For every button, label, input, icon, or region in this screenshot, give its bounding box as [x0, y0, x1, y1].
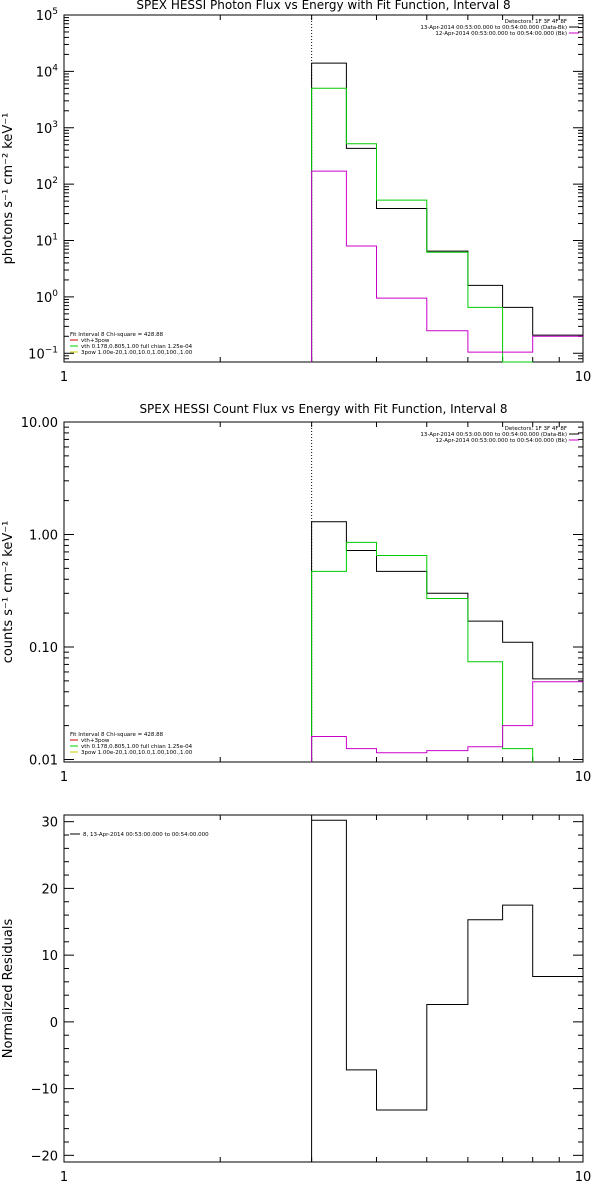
- y-tick-label: 103: [36, 120, 58, 137]
- y-tick-exponent: 1: [52, 233, 58, 243]
- y-tick-label: 100: [36, 289, 59, 306]
- series-line-2: [311, 541, 534, 762]
- y-tick-base: 10: [36, 178, 53, 193]
- panel-3: 1 10 −20 −10 0 10 20 30 Normalized Residuals 8, 1…: [1, 814, 592, 1185]
- legend-entry: 13-Apr-2014 00:53:00.000 to 00:54:00.000…: [420, 432, 567, 438]
- y-tick-label: 10: [41, 949, 58, 964]
- y-tick-label: −20: [31, 1149, 58, 1164]
- y-tick-label: 105: [36, 7, 58, 24]
- y-tick-label: 10−1: [28, 345, 58, 362]
- y-tick-label: −10: [31, 1083, 58, 1098]
- series-line-1: [311, 62, 583, 362]
- series-line-1: [311, 819, 583, 1162]
- y-tick-exponent: 5: [52, 7, 58, 17]
- y-tick-exponent: 3: [52, 120, 58, 130]
- legend-entry: Detectors: 1F 3F 4F 8F: [505, 426, 567, 432]
- plot-frame: [63, 814, 584, 1163]
- y-tick-base: 10: [36, 9, 53, 24]
- y-tick-label: 1.00: [29, 528, 58, 543]
- panel-1: SPEX HESSI Photon Flux vs Energy with Fi…: [1, 0, 591, 385]
- y-tick-label: 0.01: [29, 753, 58, 768]
- y-tick-label: 101: [36, 233, 58, 250]
- series-line-2: [311, 87, 533, 363]
- legend-entry: 13-Apr-2014 00:53:00.000 to 00:54:00.000…: [420, 25, 567, 31]
- legend-entry: vth 0.178,0.805,1.00 full chian 1.25e-04: [81, 344, 193, 350]
- legend-entry: 3pow 1.00e-20,1.00,10.0,1.00,100.,1.00: [81, 750, 193, 756]
- x-tick-label: 1: [60, 1170, 68, 1185]
- y-tick-label: 30: [41, 816, 58, 831]
- chart-title: SPEX HESSI Photon Flux vs Energy with Fi…: [136, 0, 510, 12]
- series-line-1: [311, 521, 583, 762]
- legend-entry: 12-Apr-2014 00:53:00.000 to 00:54:00.000…: [435, 31, 567, 37]
- y-tick-label: 10.00: [21, 416, 58, 431]
- legend-entry: Detectors: 1F 3F 4F 8F: [505, 19, 567, 25]
- legend-entry: 3pow 1.00e-20,1.00,10.0,1.00,100.,1.00: [81, 350, 193, 356]
- legend-entry: Fit Interval 8 Chi-square = 428.88: [70, 332, 164, 338]
- y-tick-label: 0: [50, 1016, 58, 1031]
- series-line-3: [311, 170, 583, 362]
- y-tick-exponent: 2: [52, 176, 58, 186]
- chart-title: SPEX HESSI Count Flux vs Energy with Fit…: [139, 402, 507, 416]
- legend-entry: vth+3pow: [81, 338, 110, 344]
- y-tick-base: 10: [36, 235, 53, 250]
- plot-frame: [63, 421, 584, 763]
- panel-2: SPEX HESSI Count Flux vs Energy with Fit…: [1, 402, 591, 785]
- plot-frame: [63, 14, 584, 363]
- x-tick-label: 10: [575, 770, 592, 785]
- x-tick-label: 1: [60, 770, 68, 785]
- y-tick-label: 20: [41, 882, 58, 897]
- series-line-3: [311, 681, 583, 762]
- legend-entry: 8, 13-Apr-2014 00:53:00.000 to 00:54:00.…: [83, 832, 209, 838]
- y-axis-label: Normalized Residuals: [1, 919, 16, 1059]
- x-tick-label: 10: [575, 370, 592, 385]
- legend-entry: Fit Interval 8 Chi-square = 428.88: [70, 732, 164, 738]
- x-tick-label: 10: [575, 1170, 592, 1185]
- y-tick-base: 10: [36, 291, 53, 306]
- y-tick-exponent: −1: [45, 345, 58, 355]
- y-tick-label: 102: [36, 176, 58, 193]
- y-axis-label: counts s⁻¹ cm⁻² keV⁻¹: [1, 521, 16, 664]
- y-tick-label: 0.10: [29, 641, 58, 656]
- y-tick-exponent: 4: [52, 63, 58, 73]
- y-tick-base: 10: [36, 65, 53, 80]
- y-axis-label: photons s⁻¹ cm⁻² keV⁻¹: [1, 113, 16, 265]
- y-tick-label: 104: [36, 63, 59, 80]
- y-tick-base: 10: [28, 347, 45, 362]
- legend-entry: vth+3pow: [81, 738, 110, 744]
- legend-entry: vth 0.178,0.805,1.00 full chian 1.25e-04: [81, 744, 193, 750]
- y-tick-base: 10: [36, 122, 53, 137]
- x-tick-label: 1: [60, 370, 68, 385]
- legend-entry: 12-Apr-2014 00:53:00.000 to 00:54:00.000…: [435, 438, 567, 444]
- y-tick-exponent: 0: [52, 289, 58, 299]
